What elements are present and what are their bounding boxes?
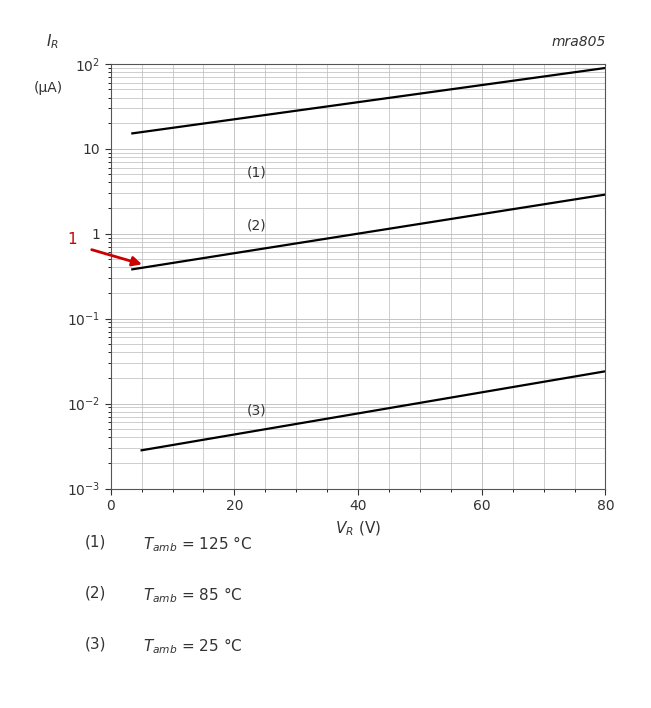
X-axis label: $V_R$ (V): $V_R$ (V) <box>335 520 381 538</box>
Text: (2): (2) <box>85 586 106 600</box>
Text: (1): (1) <box>85 535 106 549</box>
Text: (3): (3) <box>247 404 266 417</box>
Text: (2): (2) <box>247 218 266 232</box>
Text: 1: 1 <box>67 232 77 247</box>
Text: (3): (3) <box>85 636 106 651</box>
Text: (1): (1) <box>247 166 266 179</box>
Text: (μA): (μA) <box>34 81 63 95</box>
Text: $T_{amb}$ = 125 °C: $T_{amb}$ = 125 °C <box>143 535 253 554</box>
Text: $T_{amb}$ = 85 °C: $T_{amb}$ = 85 °C <box>143 586 243 605</box>
Text: $T_{amb}$ = 25 °C: $T_{amb}$ = 25 °C <box>143 636 243 656</box>
Text: mra805: mra805 <box>551 35 605 49</box>
Text: $I_R$: $I_R$ <box>46 33 59 51</box>
